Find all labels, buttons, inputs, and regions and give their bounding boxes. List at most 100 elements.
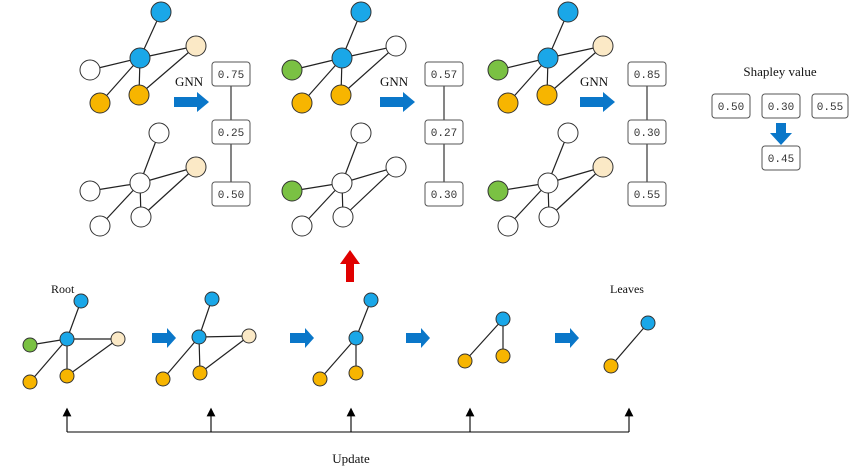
- value-text: 0.75: [218, 70, 244, 82]
- node: [79, 180, 101, 202]
- node: [332, 206, 354, 228]
- bottom-graph-3: [312, 292, 379, 387]
- node: [73, 293, 89, 309]
- gnn-label: GNN: [580, 74, 609, 89]
- node: [537, 172, 559, 194]
- top-graph-group-2: GNN 0.57 0.27 0.30: [281, 1, 464, 237]
- value-box: [424, 119, 464, 145]
- node: [312, 371, 328, 387]
- node: [603, 358, 619, 374]
- node: [129, 172, 151, 194]
- bottom-graph-1: [22, 293, 126, 390]
- node: [537, 47, 559, 69]
- top-graph-group-3: GNN 0.85 0.30 0.55: [487, 1, 667, 237]
- node: [385, 156, 407, 178]
- node: [348, 365, 364, 381]
- node: [592, 156, 614, 178]
- value-box: [424, 181, 464, 207]
- value-text: 0.30: [431, 190, 457, 202]
- node: [538, 206, 560, 228]
- down-arrow-icon: [770, 123, 792, 145]
- value-text: 0.50: [218, 190, 244, 202]
- node: [495, 311, 511, 327]
- value-text: 0.85: [634, 70, 660, 82]
- node: [330, 84, 352, 106]
- top-graph-group-1: GNN 0.75 0.25 0.50: [79, 1, 251, 237]
- node: [350, 1, 372, 23]
- shapley-section: Shapley value 0.50 0.30 0.55 0.45: [711, 64, 849, 171]
- right-arrow-icon: [555, 328, 579, 348]
- node: [592, 35, 614, 57]
- update-label: Update: [332, 451, 370, 466]
- shapley-result-box: [761, 145, 801, 171]
- node: [497, 215, 519, 237]
- node: [59, 331, 75, 347]
- right-arrow-icon: [380, 92, 415, 112]
- node: [150, 1, 172, 23]
- shapley-text: 0.50: [718, 102, 744, 114]
- value-text: 0.57: [431, 70, 457, 82]
- value-text: 0.55: [634, 190, 660, 202]
- node: [457, 353, 473, 369]
- node: [191, 329, 207, 345]
- value-text: 0.27: [431, 128, 457, 140]
- node: [495, 348, 511, 364]
- right-arrow-icon: [152, 328, 176, 348]
- node: [487, 180, 509, 202]
- node: [557, 122, 579, 144]
- right-arrow-icon: [174, 92, 209, 112]
- node: [241, 328, 257, 344]
- node: [22, 337, 38, 353]
- value-box: [211, 181, 251, 207]
- gnn-label: GNN: [175, 74, 204, 89]
- value-text: 0.30: [634, 128, 660, 140]
- value-text: 0.25: [218, 128, 244, 140]
- value-box: [627, 119, 667, 145]
- shapley-box: [811, 93, 849, 119]
- node: [331, 47, 353, 69]
- node: [185, 35, 207, 57]
- node: [110, 331, 126, 347]
- node: [557, 1, 579, 23]
- shapley-box: [711, 93, 751, 119]
- node: [185, 156, 207, 178]
- value-box: [211, 119, 251, 145]
- node: [59, 368, 75, 384]
- shapley-box: [761, 93, 801, 119]
- root-label: Root: [51, 282, 75, 296]
- node: [291, 215, 313, 237]
- bottom-graph-4: [457, 311, 511, 369]
- bottom-graph-5: [603, 315, 656, 374]
- red-up-arrow-icon: [340, 250, 360, 282]
- node: [640, 315, 656, 331]
- update-bracket: [62, 407, 634, 433]
- right-arrow-icon: [580, 92, 615, 112]
- node: [363, 292, 379, 308]
- node: [350, 122, 372, 144]
- value-box: [424, 61, 464, 87]
- node: [89, 92, 111, 114]
- shapley-text: 0.30: [768, 102, 794, 114]
- node: [89, 215, 111, 237]
- node: [22, 374, 38, 390]
- shapley-result-text: 0.45: [768, 154, 794, 166]
- shapley-title: Shapley value: [743, 64, 817, 79]
- shapley-text: 0.55: [817, 102, 843, 114]
- node: [192, 365, 208, 381]
- gnn-label: GNN: [380, 74, 409, 89]
- node: [331, 172, 353, 194]
- value-box: [627, 61, 667, 87]
- node: [281, 59, 303, 81]
- node: [487, 59, 509, 81]
- node: [348, 330, 364, 346]
- node: [148, 122, 170, 144]
- node: [281, 180, 303, 202]
- node: [128, 84, 150, 106]
- right-arrow-icon: [290, 328, 314, 348]
- value-box: [627, 181, 667, 207]
- node: [204, 291, 220, 307]
- right-arrow-icon: [406, 328, 430, 348]
- node: [155, 371, 171, 387]
- node: [536, 84, 558, 106]
